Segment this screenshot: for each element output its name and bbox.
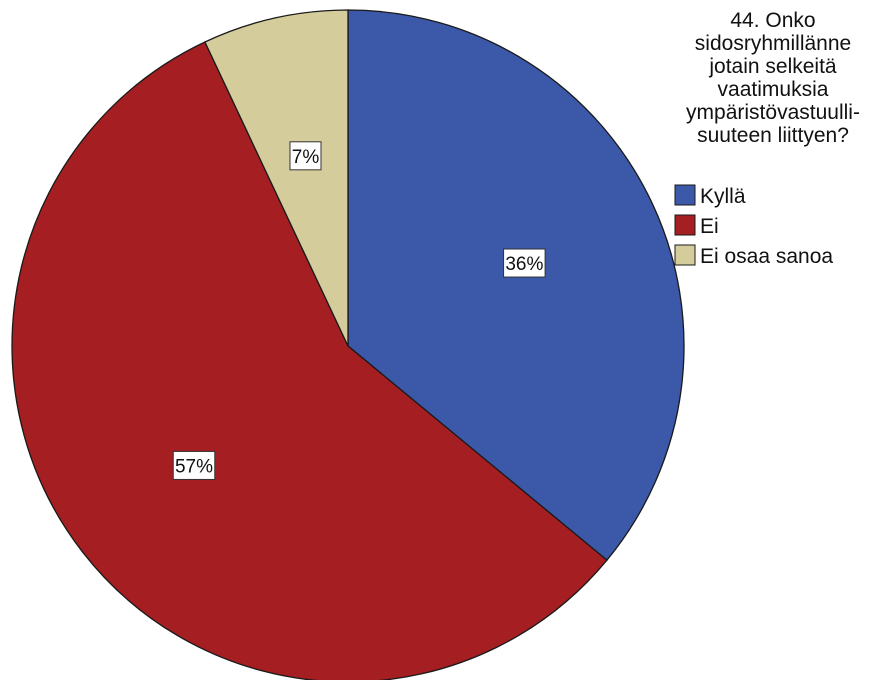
data-label-box-ei-osaa-sanoa bbox=[289, 141, 322, 171]
pie-data-labels: 36% 57% 7% bbox=[172, 141, 546, 480]
data-label-ei: 57% bbox=[175, 456, 213, 477]
data-label-kylla: 36% bbox=[505, 254, 543, 275]
data-label-box-ei bbox=[172, 450, 216, 480]
legend-title-line: jotain selkeitä bbox=[708, 55, 837, 78]
legend-label-kylla: Kyllä bbox=[700, 185, 746, 208]
data-label-box-kylla bbox=[503, 248, 546, 278]
legend-title-line: vaatimuksia bbox=[718, 78, 829, 101]
legend-title-line: suuteen liittyen? bbox=[697, 124, 849, 147]
legend-items: Kyllä Ei Ei osaa sanoa bbox=[674, 184, 833, 268]
pie-slice-ei-osaa-sanoa bbox=[204, 9, 349, 347]
pie-slice-kylla bbox=[347, 9, 685, 562]
data-label-ei-osaa-sanoa: 7% bbox=[292, 147, 320, 168]
legend-label-ei-osaa-sanoa: Ei osaa sanoa bbox=[700, 245, 833, 268]
legend-swatch-ei bbox=[674, 214, 696, 236]
legend: 44. Onko sidosryhmillänne jotain selkeitä v… bbox=[674, 9, 860, 268]
legend-title-line: sidosryhmillänne bbox=[695, 32, 851, 55]
legend-swatch-kylla bbox=[674, 184, 696, 206]
pie-slices bbox=[11, 9, 685, 680]
legend-swatch-ei-osaa-sanoa bbox=[674, 244, 696, 266]
pie-slice-ei bbox=[11, 41, 608, 680]
legend-title: 44. Onko sidosryhmillänne jotain selkeitä v… bbox=[686, 9, 860, 147]
legend-label-ei: Ei bbox=[700, 215, 719, 238]
legend-title-line: ympäristövastuulli- bbox=[686, 101, 860, 124]
legend-title-line: 44. Onko bbox=[730, 9, 815, 32]
